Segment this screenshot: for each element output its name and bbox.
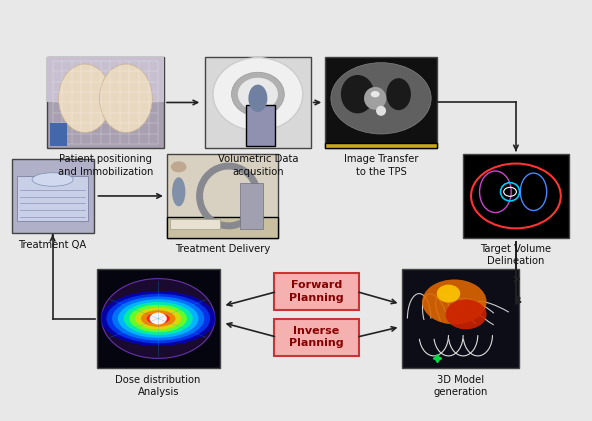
FancyBboxPatch shape	[240, 184, 263, 229]
FancyBboxPatch shape	[274, 273, 359, 310]
Ellipse shape	[249, 85, 268, 112]
FancyBboxPatch shape	[50, 123, 67, 146]
Text: Dose distribution
Analysis: Dose distribution Analysis	[115, 375, 201, 397]
Ellipse shape	[112, 296, 204, 341]
FancyBboxPatch shape	[205, 57, 311, 148]
Text: Target Volume
Delineation: Target Volume Delineation	[480, 244, 552, 266]
Ellipse shape	[422, 280, 487, 324]
Ellipse shape	[130, 305, 187, 332]
Ellipse shape	[341, 75, 374, 113]
FancyBboxPatch shape	[170, 219, 220, 229]
Ellipse shape	[387, 78, 411, 110]
FancyBboxPatch shape	[12, 159, 94, 233]
FancyBboxPatch shape	[246, 105, 275, 146]
Ellipse shape	[102, 279, 215, 358]
FancyBboxPatch shape	[167, 155, 278, 237]
Ellipse shape	[124, 302, 193, 335]
Ellipse shape	[135, 307, 181, 330]
Text: Patient positioning
and Immobilization: Patient positioning and Immobilization	[57, 155, 153, 177]
Text: Inverse
Planning: Inverse Planning	[289, 326, 344, 349]
Circle shape	[171, 161, 186, 173]
Ellipse shape	[437, 285, 460, 303]
FancyBboxPatch shape	[96, 269, 220, 368]
Ellipse shape	[213, 58, 303, 131]
Ellipse shape	[150, 312, 167, 325]
FancyBboxPatch shape	[326, 143, 437, 148]
Text: Volumetric Data
acqusition: Volumetric Data acqusition	[218, 155, 298, 177]
Ellipse shape	[172, 177, 185, 206]
Text: Treatment QA: Treatment QA	[18, 240, 87, 250]
Ellipse shape	[364, 87, 387, 110]
Ellipse shape	[101, 291, 215, 346]
Ellipse shape	[141, 310, 175, 327]
Ellipse shape	[446, 299, 487, 329]
Ellipse shape	[107, 294, 210, 343]
FancyBboxPatch shape	[463, 155, 569, 237]
Ellipse shape	[59, 64, 111, 133]
Ellipse shape	[238, 78, 278, 111]
Ellipse shape	[118, 299, 198, 338]
FancyBboxPatch shape	[401, 269, 519, 368]
Ellipse shape	[32, 173, 73, 186]
Text: Image Transfer
to the TPS: Image Transfer to the TPS	[344, 155, 419, 177]
Text: 3D Model
generation: 3D Model generation	[433, 375, 487, 397]
FancyBboxPatch shape	[274, 319, 359, 356]
FancyBboxPatch shape	[17, 176, 88, 221]
Ellipse shape	[376, 106, 386, 116]
FancyBboxPatch shape	[47, 57, 164, 102]
Ellipse shape	[331, 63, 431, 134]
FancyBboxPatch shape	[47, 57, 164, 148]
Text: Treatment Delivery: Treatment Delivery	[175, 244, 271, 254]
Ellipse shape	[99, 64, 152, 133]
Circle shape	[371, 91, 379, 97]
Ellipse shape	[231, 72, 284, 116]
Text: Forward
Planning: Forward Planning	[289, 280, 344, 303]
FancyBboxPatch shape	[326, 57, 437, 148]
Ellipse shape	[147, 313, 170, 324]
FancyBboxPatch shape	[167, 217, 278, 237]
